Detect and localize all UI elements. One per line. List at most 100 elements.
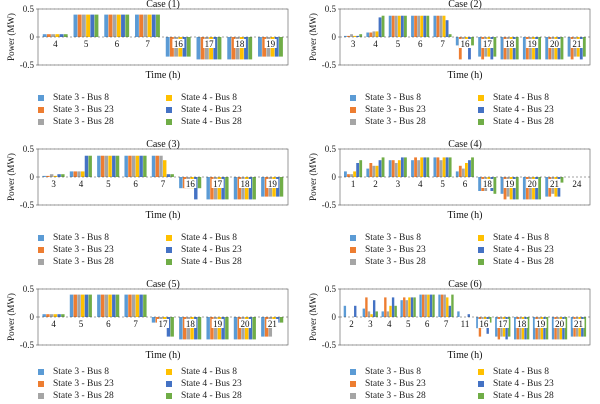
bar-state3_bus28-t5	[405, 300, 409, 317]
bar-state3_bus8-t3	[42, 175, 46, 177]
legend-item: State 4 - Bus 23	[166, 104, 242, 116]
legend-item: State 3 - Bus 8	[38, 232, 109, 244]
bar-state4_bus28-t20	[538, 177, 542, 200]
bar-state4_bus8-t18	[245, 177, 249, 200]
category-label-bg	[440, 319, 453, 328]
bar-state4_bus23-t5	[410, 297, 414, 317]
category-label-bg	[347, 39, 360, 48]
legend-item: State 4 - Bus 23	[166, 378, 242, 390]
legend-item: State 3 - Bus 8	[350, 366, 421, 378]
bar-state4_bus8-t2	[375, 165, 379, 177]
bar-state3_bus28-t7	[159, 155, 163, 177]
category-label: 3	[368, 319, 373, 329]
bar-state3_bus23-t18	[231, 37, 236, 60]
x-axis-label: Time (h)	[448, 210, 483, 221]
category-label: 4	[51, 319, 56, 329]
category-label: 17	[498, 319, 508, 329]
bar-state3_bus28-t18	[241, 177, 245, 200]
bar-state3_bus8-t2	[343, 305, 347, 317]
bar-state4_bus23-t7	[139, 294, 143, 317]
legend-swatch	[350, 381, 356, 387]
bar-state3_bus8-t4	[381, 311, 384, 317]
category-label-bg	[526, 179, 539, 188]
category-label-bg	[526, 39, 539, 48]
category-label: 20	[550, 39, 560, 49]
legend-label: State 3 - Bus 23	[365, 379, 426, 389]
bar-state3_bus28-t1	[350, 174, 353, 177]
bar-state4_bus28-t19	[545, 317, 549, 340]
bar-state4_bus8-t3	[370, 314, 373, 317]
bar-state3_bus23-t7	[155, 155, 159, 177]
bar-state3_bus28-t4	[77, 171, 81, 177]
bar-state4_bus23-t6	[429, 294, 433, 317]
bar-state3_bus8-t17	[495, 317, 498, 337]
category-label-bg	[548, 179, 561, 188]
x-axis-label: Time (h)	[146, 70, 181, 81]
bar-state3_bus23-t7	[436, 15, 440, 37]
category-label: 24	[572, 179, 582, 189]
bar-state3_bus8-t18	[233, 177, 238, 200]
bar-state4_bus8-t7	[446, 297, 449, 317]
bar-state3_bus23-t2	[369, 163, 373, 177]
bar-state4_bus28-t21	[279, 317, 284, 323]
bar-state4_bus23-t4	[378, 17, 382, 37]
bar-state4_bus28-t18	[526, 317, 530, 340]
bar-state3_bus8-t20	[545, 37, 549, 60]
y-tick-label: -0.5	[20, 340, 35, 350]
category-label: 17	[159, 319, 169, 329]
category-label: 5	[79, 319, 84, 329]
category-label-bg	[157, 179, 169, 188]
bar-state3_bus8-t5	[73, 14, 78, 37]
category-label: 19	[266, 39, 276, 49]
bar-state4_bus8-t4	[389, 305, 392, 317]
bar-state4_bus28-t4	[381, 15, 385, 37]
legend-item: State 3 - Bus 23	[38, 244, 114, 256]
legend-label: State 3 - Bus 28	[365, 257, 426, 267]
bar-state4_bus28-t7	[451, 294, 454, 317]
legend-swatch	[350, 119, 356, 125]
bar-state3_bus8-t6	[124, 155, 128, 177]
legend-swatch	[38, 95, 44, 101]
bar-state3_bus23-t5	[73, 294, 77, 317]
category-label-bg	[129, 179, 142, 188]
bar-state3_bus8-t4	[69, 171, 74, 177]
bar-state3_bus8-t19	[522, 37, 526, 60]
y-tick-label: 0	[332, 312, 337, 322]
legend-swatch	[166, 259, 172, 265]
legend-swatch	[166, 369, 172, 375]
category-label-bg	[347, 179, 360, 188]
legend-label: State 3 - Bus 8	[53, 233, 109, 243]
bar-state3_bus23-t4	[46, 314, 50, 317]
bar-state3_bus23-t16	[169, 37, 174, 57]
bar-state3_bus23-t5	[403, 297, 406, 317]
bar-state4_bus23-t5	[90, 14, 95, 37]
category-label: 20	[555, 319, 565, 329]
legend-label: State 4 - Bus 28	[181, 117, 242, 127]
legend-4: State 3 - Bus 8 State 4 - Bus 8 State 3 - …	[350, 232, 600, 270]
bar-state4_bus23-t19	[543, 317, 546, 340]
bar-state4_bus28-t4	[63, 34, 68, 37]
bar-state4_bus28-t2	[381, 157, 385, 177]
bar-state4_bus23-t20	[248, 317, 253, 340]
bar-state3_bus28-t6	[131, 155, 136, 177]
chart-title: Case (1)	[146, 0, 180, 10]
bar-state4_bus8-t7	[135, 294, 140, 317]
bar-state4_bus28-t3	[375, 311, 378, 317]
y-tick-label: -0.5	[322, 60, 337, 70]
bar-state3_bus23-t18	[182, 317, 187, 340]
bar-state4_bus28-t3	[61, 174, 65, 177]
bar-state3_bus28-t20	[557, 317, 560, 340]
legend-1: State 3 - Bus 8 State 4 - Bus 8 State 3 - …	[38, 92, 328, 130]
bar-state4_bus23-t6	[468, 160, 471, 177]
category-label-bg	[184, 179, 197, 188]
legend-item: State 3 - Bus 28	[350, 390, 426, 402]
legend-swatch	[166, 393, 172, 399]
bar-state4_bus28-t21	[560, 177, 564, 183]
bar-state4_bus23-t4	[391, 297, 395, 317]
legend-label: State 3 - Bus 28	[365, 117, 426, 127]
bar-state4_bus28-t16	[471, 37, 474, 46]
legend-item: State 4 - Bus 8	[478, 366, 549, 378]
category-label-bg	[421, 319, 434, 328]
legend-label: State 4 - Bus 23	[493, 105, 554, 115]
legend-2: State 3 - Bus 8 State 4 - Bus 8 State 3 - …	[350, 92, 600, 130]
